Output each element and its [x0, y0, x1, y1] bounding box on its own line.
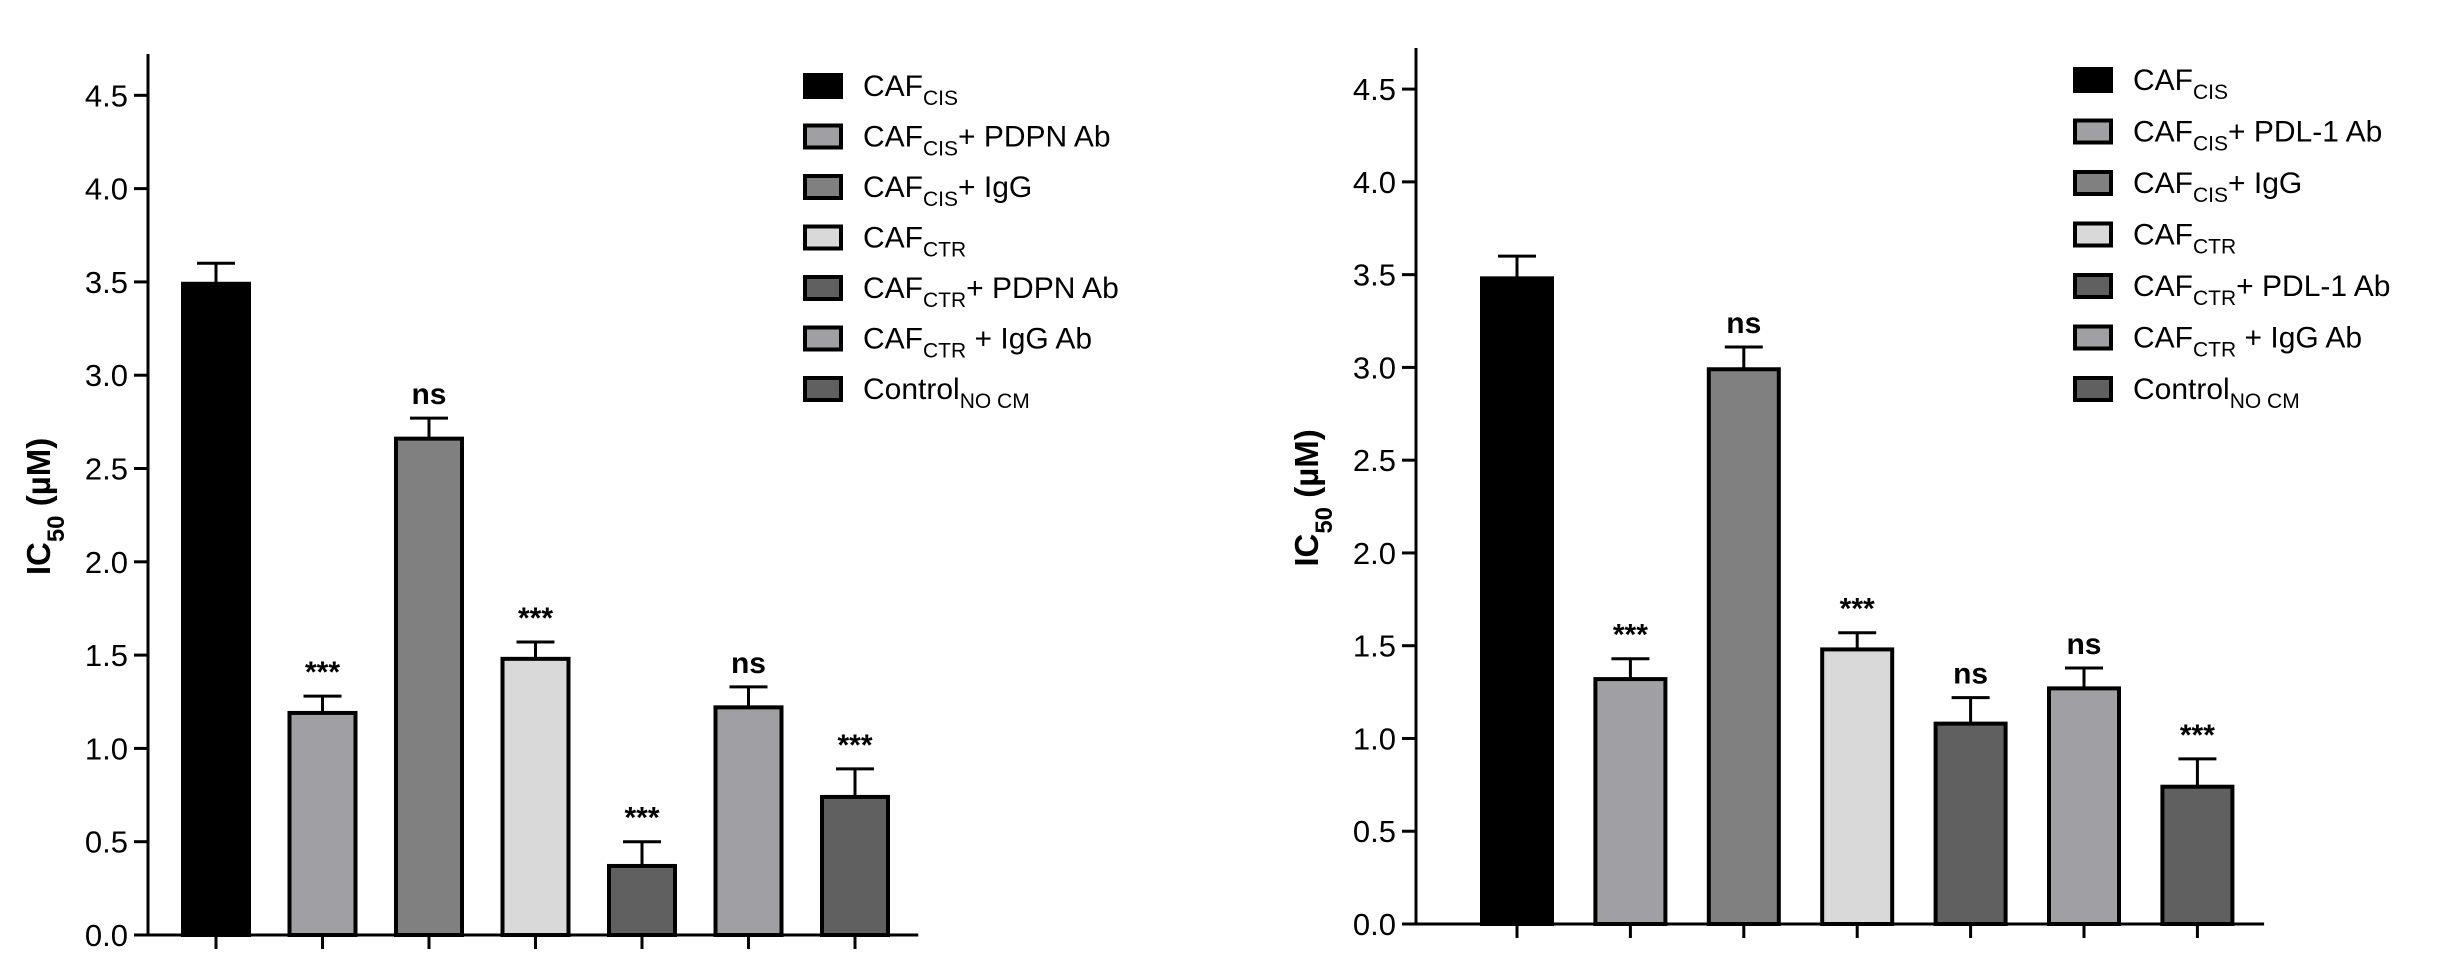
legend-label: CAFCIS+ IgG [863, 171, 1032, 211]
bar [1820, 647, 1895, 926]
significance-label: *** [837, 729, 872, 762]
y-tick-label: 0.0 [85, 918, 128, 953]
legend-label: CAFCIS+ PDPN Ab [863, 121, 1111, 161]
legend-label: CAFCTR+ PDPN Ab [863, 272, 1119, 312]
chart-svg: 0.0 0.5 1.0 1.5 2.0 2.5 3.0 3.5 4.0 4.5 IC50 (µM) *… [1288, 48, 2390, 942]
bar [500, 656, 571, 938]
significance-label: ns [411, 378, 446, 411]
legend-label: CAFCIS+ PDL-1 Ab [2133, 116, 2382, 156]
legend-label: CAFCTR [2133, 219, 2236, 259]
y-tick-label: 4.5 [1353, 72, 1396, 107]
y-tick-label: 3.5 [85, 265, 128, 300]
y-tick-label: 1.0 [1353, 721, 1396, 756]
y-tick-label: 4.5 [85, 78, 128, 113]
legend-label: CAFCIS+ IgG [2133, 167, 2302, 207]
bar [2160, 784, 2235, 926]
bar [607, 863, 677, 938]
legend-label: ControlNO CM [2133, 373, 2300, 413]
significance-label: ns [2066, 628, 2101, 661]
bar [1706, 367, 1781, 926]
ic50-bar-chart-right: 0.0 0.5 1.0 1.5 2.0 2.5 3.0 3.5 4.0 4.5 IC50 (µM) *… [1230, 0, 2460, 971]
y-tick-label: 2.5 [1353, 443, 1396, 478]
legend-label: CAFCTR + IgG Ab [863, 323, 1092, 363]
y-tick-label: 4.0 [85, 172, 128, 207]
y-tick-label: 2.5 [85, 452, 128, 487]
bar [1480, 276, 1554, 926]
significance-label: *** [305, 656, 340, 689]
chart-svg: 0.0 0.5 1.0 1.5 2.0 2.5 3.0 3.5 4.0 4.5 IC50 (µM) *… [20, 54, 1119, 953]
y-axis-label: IC50 (µM) [20, 438, 70, 575]
legend-swatch [2073, 67, 2113, 93]
significance-label: *** [1840, 593, 1875, 626]
bar [1593, 677, 1668, 927]
significance-label: *** [2180, 719, 2215, 752]
y-tick-label: 3.5 [1353, 258, 1396, 293]
y-tick-label: 1.0 [85, 731, 128, 766]
legend-swatch [803, 325, 843, 352]
y-tick-label: 0.5 [85, 825, 128, 860]
legend-label: CAFCTR+ PDL-1 Ab [2133, 270, 2390, 310]
bar [1933, 721, 2008, 927]
bar [181, 281, 251, 938]
legend-label: CAFCIS [863, 70, 958, 110]
legend-label: CAFCIS [2133, 64, 2228, 104]
legend-swatch [2073, 273, 2113, 299]
legend-swatch [803, 73, 843, 99]
bar [287, 710, 358, 937]
bar [713, 705, 784, 938]
legend-swatch [2073, 221, 2113, 248]
legend-swatch [803, 224, 843, 251]
legend-swatch [2073, 324, 2113, 351]
legend-label: ControlNO CM [863, 373, 1030, 413]
significance-label: ns [1953, 658, 1988, 691]
y-tick-label: 2.0 [85, 545, 128, 580]
bar [820, 794, 890, 937]
significance-label: *** [518, 602, 553, 635]
legend-swatch [2073, 376, 2113, 402]
significance-label: *** [624, 802, 659, 835]
y-tick-label: 4.0 [1353, 165, 1396, 200]
y-tick-label: 0.0 [1353, 907, 1396, 942]
bar [394, 436, 464, 937]
legend-label: CAFCTR + IgG Ab [2133, 322, 2362, 362]
y-tick-label: 1.5 [1353, 629, 1396, 664]
y-axis-label: IC50 (µM) [1288, 429, 1338, 566]
legend-swatch [803, 174, 843, 200]
significance-label: ns [1726, 307, 1761, 340]
y-tick-label: 0.5 [1353, 814, 1396, 849]
legend-label: CAFCTR [863, 222, 966, 262]
significance-label: *** [1613, 619, 1648, 652]
y-tick-label: 1.5 [85, 638, 128, 673]
significance-label: ns [731, 647, 766, 680]
y-tick-label: 3.0 [1353, 350, 1396, 385]
legend-swatch [803, 275, 843, 301]
y-tick-label: 2.0 [1353, 536, 1396, 571]
legend-swatch [803, 376, 843, 402]
ic50-bar-chart-left: 0.0 0.5 1.0 1.5 2.0 2.5 3.0 3.5 4.0 4.5 IC50 (µM) *… [20, 54, 1119, 953]
legend-swatch [2073, 170, 2113, 196]
bar [2047, 686, 2121, 926]
y-tick-label: 3.0 [85, 358, 128, 393]
legend-swatch [2073, 118, 2113, 145]
legend-swatch [803, 123, 843, 150]
